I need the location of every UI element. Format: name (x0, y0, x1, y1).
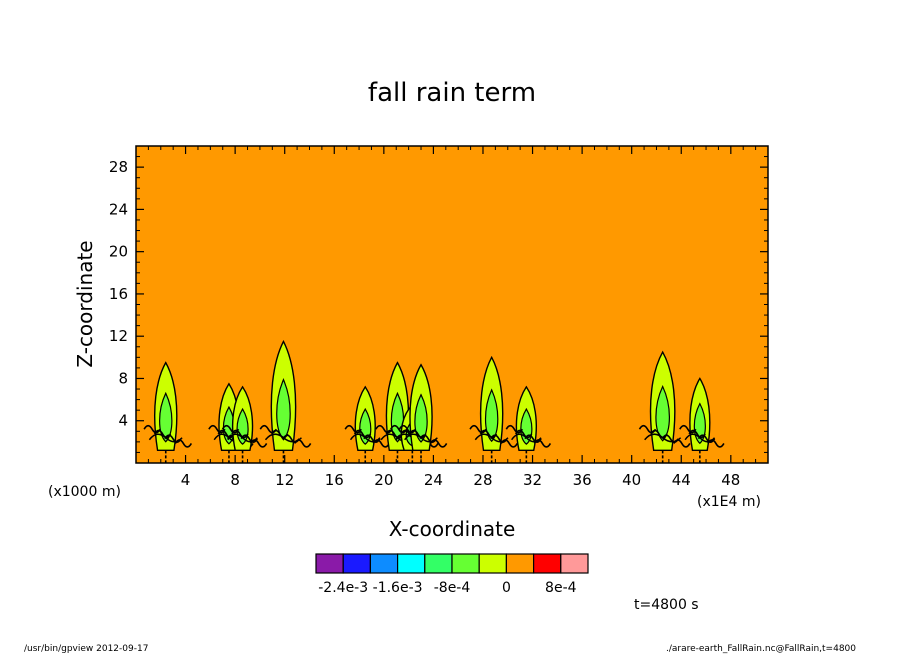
rain-cell (469, 355, 518, 463)
x-tick-label: 32 (523, 471, 542, 489)
rain-cell-contour (409, 429, 427, 439)
rain-cell-contour (505, 424, 523, 434)
y-tick-label: 4 (118, 412, 128, 430)
rain-cell-contour (363, 434, 381, 443)
rain-cell-contour (208, 424, 226, 434)
rain-cell-contour (143, 424, 161, 434)
rain-cell-contour (227, 433, 258, 443)
rain-cell-core (655, 385, 671, 442)
plot-frame (135, 145, 769, 464)
rain-cell-contour (349, 433, 381, 443)
rain-cell-contour (511, 433, 542, 443)
colorbar-label: -2.4e-3 (318, 580, 368, 596)
rain-cell-contour (231, 429, 249, 439)
rain-cell-contour (353, 429, 372, 439)
rain-cell-contour (164, 434, 182, 443)
colorbar-swatch (505, 553, 535, 574)
rain-cell-contour (404, 433, 438, 443)
rain-cell (259, 339, 312, 463)
rain-cell (143, 361, 193, 463)
x-unit-label: (x1000 m) (48, 484, 121, 500)
x-tick-label: 16 (325, 471, 344, 489)
colorbar-swatch (451, 553, 480, 574)
colorbar-swatch (315, 553, 344, 574)
x-tick-label: 12 (275, 471, 294, 489)
rain-cell-contour (390, 424, 408, 434)
rain-cell-contour (644, 433, 682, 443)
footer-left: /usr/bin/gpview 2012-09-17 (24, 644, 148, 654)
rain-cell-core (390, 391, 405, 443)
y-axis-label: Z-coordinate (73, 240, 97, 367)
rain-cell-contour (474, 433, 509, 443)
y-tick-label: 28 (109, 158, 128, 176)
time-label: t=4800 s (634, 597, 699, 613)
x-tick-label: 20 (374, 471, 393, 489)
rain-cell-contour (240, 434, 258, 443)
rain-cell (679, 377, 725, 463)
y-tick-label: 20 (109, 243, 128, 261)
x-tick-label: 44 (672, 471, 691, 489)
rain-cell (398, 363, 448, 463)
rain-cell-core (484, 388, 499, 443)
footer-right: ./arare-earth_FallRain.nc@FallRain,t=480… (666, 644, 856, 654)
rain-cell-contour (264, 433, 302, 443)
chart-title: fall rain term (368, 78, 536, 108)
rain-cell-contour (684, 433, 716, 443)
rain-cell (638, 350, 691, 463)
rain-cell-contour (469, 424, 487, 434)
rain-cell-core (414, 393, 428, 443)
colorbar-swatch (342, 553, 372, 574)
y-tick-label: 16 (109, 285, 128, 303)
rain-cell-contour (688, 429, 706, 439)
colorbar-swatch (560, 553, 589, 574)
x-scale-label: (x1E4 m) (697, 494, 761, 510)
x-axis-label: X-coordinate (389, 517, 516, 541)
rain-cell-contour (697, 434, 716, 443)
x-tick-label: 4 (181, 471, 191, 489)
y-tick-label: 8 (118, 369, 128, 387)
colorbar-label: 8e-4 (545, 580, 577, 596)
rain-cell-contour (217, 429, 235, 439)
x-tick-label: 8 (230, 471, 240, 489)
x-tick-label: 24 (424, 471, 443, 489)
colorbar-swatch (397, 553, 426, 574)
rain-cell-contour (479, 429, 498, 439)
colorbar-swatch (369, 553, 399, 574)
rain-cell-contour (148, 433, 183, 443)
rain-cell-contour (514, 429, 533, 439)
rain-cell-contour (344, 424, 362, 434)
x-tick-label: 40 (622, 471, 641, 489)
rain-cell-contour (153, 429, 172, 439)
rain-cell (344, 385, 391, 463)
x-tick-label: 28 (473, 471, 492, 489)
rain-cell-contour (524, 434, 542, 443)
rain-cell (221, 385, 268, 463)
colorbar-label: -1.6e-3 (373, 580, 423, 596)
x-tick-label: 36 (573, 471, 592, 489)
rain-cell-contour (221, 424, 240, 434)
rain-cell-contour (375, 424, 393, 434)
rain-cell-core (276, 378, 291, 441)
rain-cell-contour (398, 424, 417, 434)
rain-cell-core (159, 391, 173, 443)
rain-cell-contour (679, 424, 697, 434)
x-tick-label: 48 (721, 471, 740, 489)
colorbar-swatch (532, 553, 562, 574)
colorbar-label: -8e-4 (434, 580, 471, 596)
rain-cell-contour (385, 429, 403, 439)
rain-cell-contour (419, 434, 437, 443)
rain-cell-contour (490, 434, 508, 443)
colorbar-label: 0 (502, 580, 511, 596)
y-tick-label: 24 (109, 200, 128, 218)
colorbar-swatch (478, 553, 508, 574)
y-tick-label: 12 (109, 327, 128, 345)
colorbar-swatch (424, 553, 453, 574)
rain-cell (505, 385, 552, 463)
